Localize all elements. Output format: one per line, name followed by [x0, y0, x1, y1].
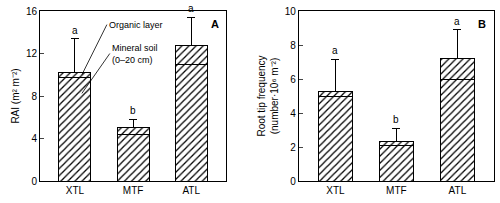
svg-text:MTF: MTF	[386, 185, 407, 196]
svg-text:Organic layer: Organic layer	[109, 20, 163, 30]
svg-text:a: a	[332, 45, 338, 56]
svg-text:0: 0	[31, 176, 37, 187]
svg-text:a: a	[188, 3, 194, 14]
svg-text:B: B	[478, 18, 486, 30]
svg-text:ATL: ATL	[182, 185, 200, 196]
svg-text:Mineral soil(0–20 cm): Mineral soil(0–20 cm)	[112, 43, 158, 65]
svg-text:2: 2	[290, 142, 296, 153]
svg-text:XTL: XTL	[66, 185, 85, 196]
svg-text:10: 10	[285, 6, 297, 17]
svg-text:0: 0	[290, 176, 296, 187]
svg-text:6: 6	[290, 74, 296, 85]
svg-text:a: a	[72, 25, 78, 36]
svg-text:8: 8	[31, 91, 37, 102]
svg-text:b: b	[393, 114, 399, 125]
svg-text:a: a	[454, 16, 460, 27]
svg-text:XTL: XTL	[326, 185, 345, 196]
svg-text:MTF: MTF	[123, 185, 144, 196]
svg-text:8: 8	[290, 40, 296, 51]
svg-text:12: 12	[26, 48, 38, 59]
svg-text:ATL: ATL	[449, 185, 467, 196]
svg-text:16: 16	[26, 6, 38, 17]
svg-text:Root tip frequency(number·10⁶: Root tip frequency(number·10⁶ m⁻²)	[256, 55, 280, 136]
svg-text:b: b	[130, 105, 136, 116]
svg-text:4: 4	[31, 133, 37, 144]
svg-text:RAI (m² m⁻²): RAI (m² m⁻²)	[10, 68, 21, 123]
svg-text:A: A	[211, 18, 219, 30]
svg-text:4: 4	[290, 108, 296, 119]
